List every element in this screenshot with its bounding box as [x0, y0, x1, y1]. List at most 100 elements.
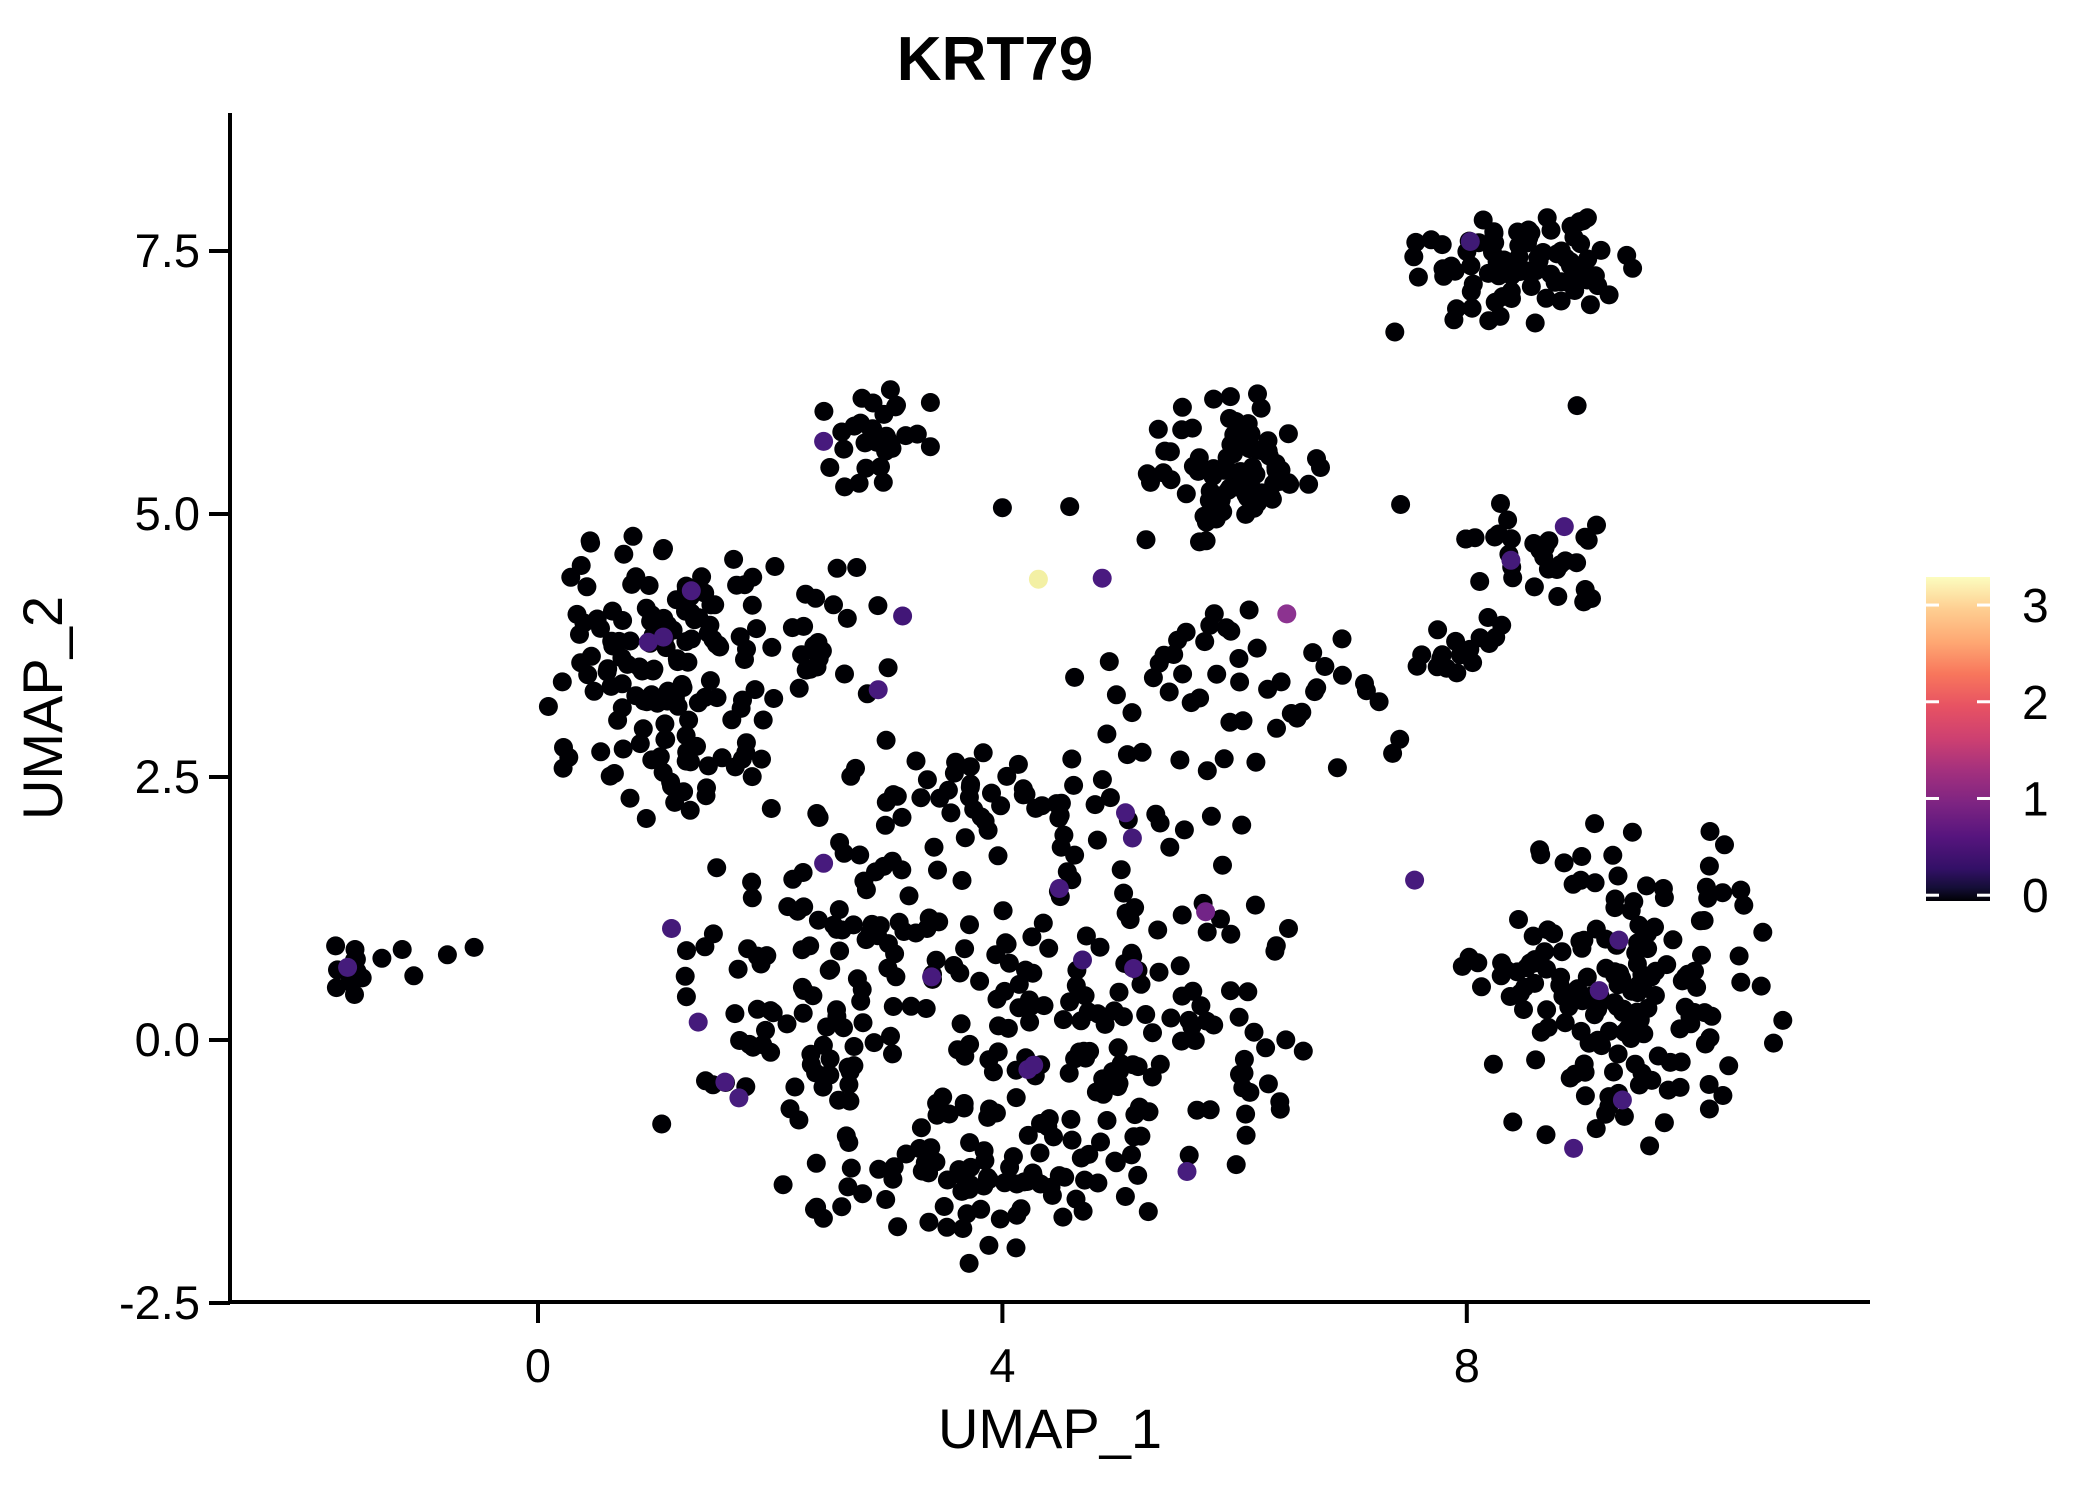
- data-point: [1621, 1029, 1641, 1048]
- data-point: [404, 966, 424, 986]
- data-point: [642, 750, 662, 770]
- data-point: [1073, 1201, 1093, 1221]
- data-point: [883, 785, 903, 805]
- data-point: [960, 1133, 980, 1153]
- data-point: [1020, 1012, 1040, 1032]
- data-point: [896, 426, 916, 446]
- data-point: [917, 770, 937, 790]
- data-point: [742, 595, 762, 615]
- data-point: [1696, 877, 1716, 897]
- data-point: [747, 619, 766, 639]
- data-point: [974, 1141, 994, 1161]
- data-point: [838, 1177, 858, 1197]
- data-point: [840, 1062, 860, 1082]
- data-point: [1536, 1125, 1556, 1145]
- data-point: [1248, 493, 1267, 513]
- data-point: [1170, 956, 1190, 976]
- data-point: [862, 914, 882, 934]
- expressing-cell-point: [1277, 604, 1297, 624]
- x-tick-label: 0: [525, 1339, 551, 1392]
- data-point: [1663, 930, 1683, 950]
- data-point: [1293, 1041, 1313, 1061]
- data-point: [753, 710, 773, 730]
- data-point: [808, 910, 828, 930]
- data-point: [1548, 587, 1568, 606]
- expressing-cell-point: [1092, 568, 1112, 588]
- data-point: [712, 748, 732, 768]
- data-point: [633, 719, 653, 739]
- data-point: [1533, 243, 1553, 262]
- data-point: [735, 650, 754, 669]
- data-point: [1022, 927, 1042, 947]
- data-point: [1136, 1005, 1156, 1024]
- data-point: [978, 1167, 997, 1187]
- data-point: [1485, 233, 1505, 253]
- data-point: [1229, 649, 1249, 668]
- data-point: [906, 751, 926, 771]
- data-point: [1614, 1106, 1634, 1126]
- data-point: [1271, 672, 1291, 692]
- data-point: [1627, 1002, 1647, 1022]
- data-point: [1672, 971, 1692, 991]
- data-point: [1143, 1023, 1162, 1043]
- data-point: [780, 1099, 800, 1119]
- data-point: [834, 439, 854, 459]
- data-point: [1617, 245, 1637, 265]
- data-point: [773, 1175, 793, 1195]
- data-point: [1498, 510, 1518, 530]
- data-point: [1164, 645, 1184, 664]
- data-point: [1168, 630, 1188, 650]
- data-point: [1670, 1077, 1690, 1097]
- data-point: [1091, 1132, 1110, 1152]
- data-point: [1019, 990, 1039, 1010]
- expressing-cell-point: [1073, 950, 1092, 970]
- data-point: [1702, 1006, 1722, 1026]
- data-point: [1226, 1155, 1246, 1175]
- data-point: [1062, 1130, 1082, 1150]
- data-point: [1444, 310, 1464, 330]
- data-point: [1608, 866, 1628, 886]
- data-point: [1753, 922, 1773, 942]
- data-point: [1525, 313, 1545, 333]
- data-point: [952, 1181, 972, 1201]
- data-point: [824, 595, 843, 615]
- data-point: [1218, 480, 1238, 500]
- data-point: [875, 815, 895, 835]
- data-point: [1564, 227, 1584, 247]
- data-point: [1017, 1172, 1037, 1191]
- data-point: [1632, 1063, 1652, 1083]
- data-point: [820, 458, 840, 477]
- data-point: [629, 657, 649, 677]
- colorbar-tick-left: [1926, 700, 1939, 704]
- data-point: [1537, 1000, 1557, 1020]
- data-point: [1570, 931, 1590, 951]
- data-point: [753, 1035, 773, 1055]
- expressing-cell-point: [662, 919, 681, 938]
- data-point: [1142, 1067, 1162, 1087]
- data-point: [920, 437, 940, 457]
- data-point: [911, 788, 931, 808]
- data-point: [1141, 472, 1160, 492]
- expressing-cell-point: [1196, 902, 1216, 922]
- colorbar-tick-right: [1977, 796, 1990, 800]
- data-point: [1214, 749, 1234, 769]
- data-point: [392, 940, 412, 959]
- data-point: [1303, 643, 1323, 663]
- data-point: [934, 1197, 954, 1216]
- data-point: [591, 742, 611, 762]
- data-point: [807, 657, 827, 677]
- data-point: [1172, 905, 1192, 925]
- data-point: [883, 1169, 903, 1189]
- data-point: [1059, 1063, 1079, 1083]
- data-point: [937, 1170, 957, 1190]
- expressing-cell-point: [868, 680, 888, 700]
- data-point: [841, 766, 861, 786]
- data-point: [1567, 396, 1587, 416]
- data-point: [1391, 495, 1411, 514]
- data-point: [1076, 926, 1096, 946]
- data-point: [1305, 682, 1325, 702]
- data-point: [1251, 398, 1271, 418]
- data-point: [1332, 665, 1352, 685]
- data-point: [1111, 860, 1131, 880]
- data-point: [886, 967, 906, 987]
